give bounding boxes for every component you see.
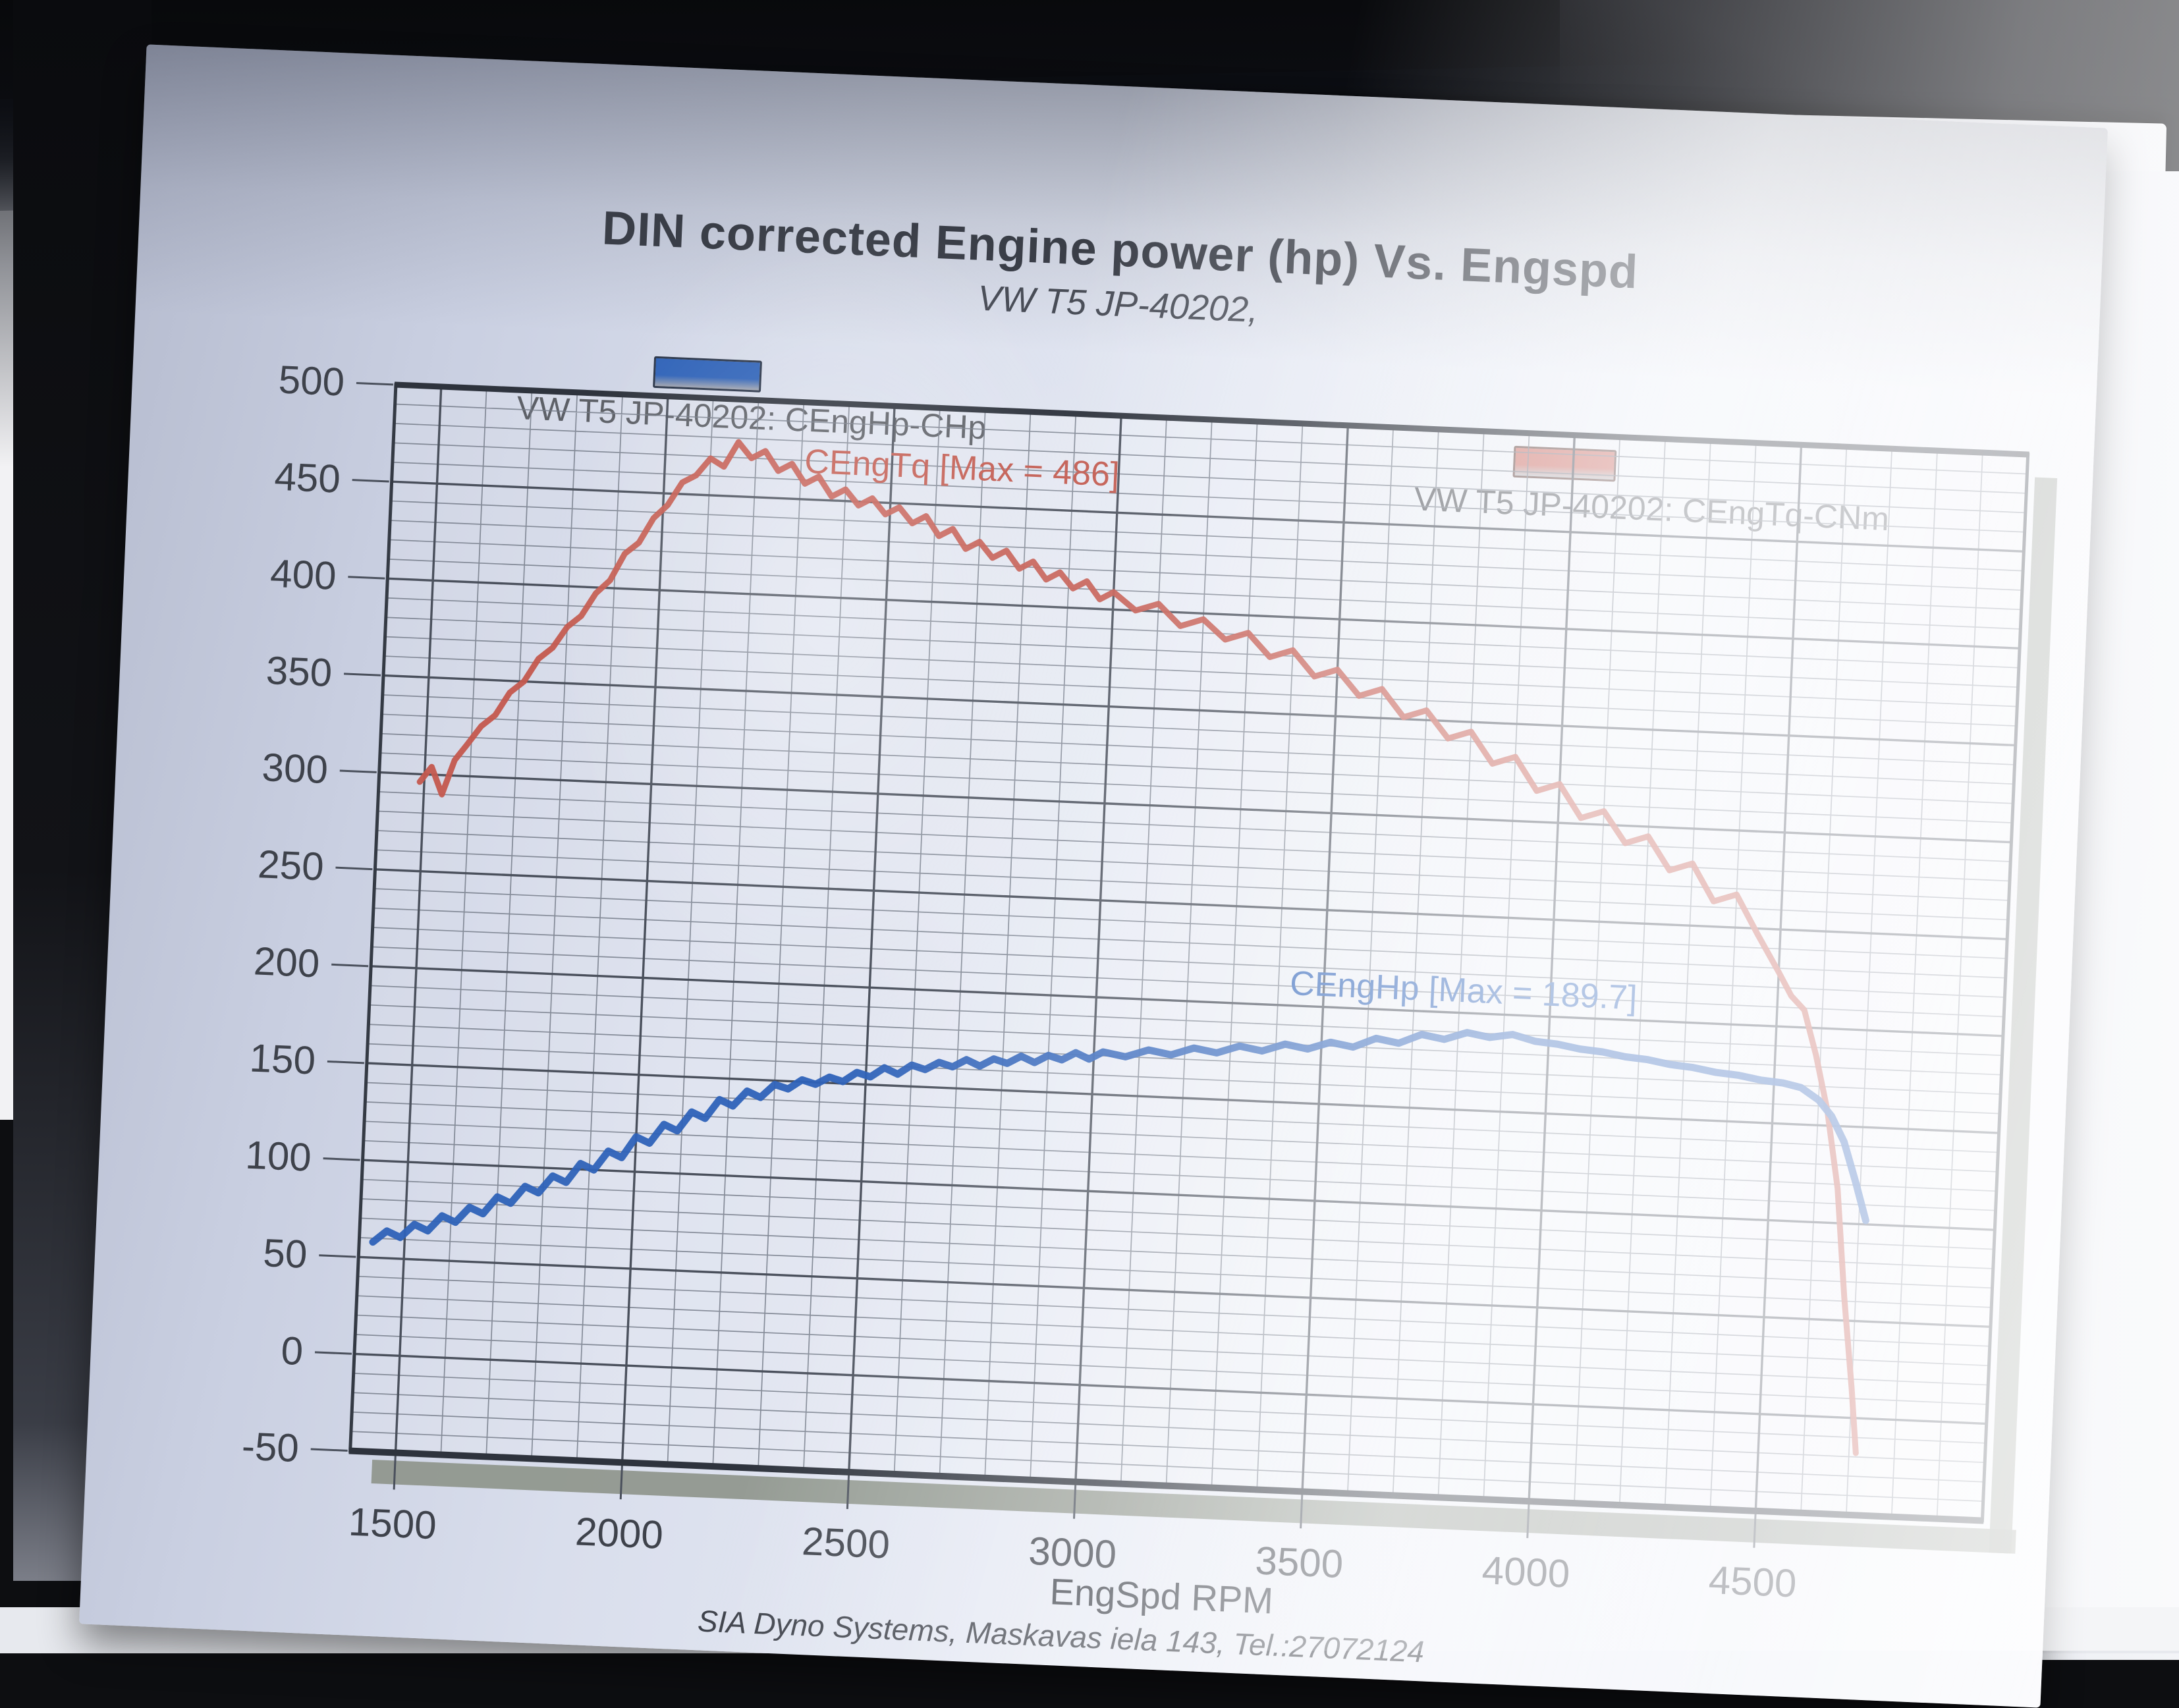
y-tick-label: 150 (248, 1035, 316, 1082)
y-tick (344, 673, 381, 676)
y-tick-label: 0 (280, 1329, 304, 1373)
y-tick-label: 450 (273, 455, 341, 501)
y-tick-label: 500 (278, 357, 346, 404)
y-tick-label: 100 (244, 1133, 312, 1180)
y-tick-label: 250 (257, 842, 325, 889)
y-tick-label: 400 (269, 551, 337, 598)
y-tick (310, 1448, 348, 1452)
y-tick (348, 576, 385, 580)
y-tick (331, 963, 369, 968)
y-tick (352, 479, 389, 483)
dyno-printout-page: DIN corrected Engine power (hp) Vs. Engs… (79, 44, 2108, 1708)
y-tick (327, 1060, 364, 1064)
y-tick (356, 381, 393, 386)
y-tick (319, 1254, 356, 1258)
y-tick (339, 769, 377, 773)
y-tick-label: 50 (262, 1230, 308, 1277)
y-tick (323, 1157, 360, 1161)
y-tick (335, 866, 373, 871)
y-tick-label: 200 (253, 939, 321, 985)
y-tick (314, 1351, 352, 1355)
y-tick-label: 300 (261, 745, 329, 792)
y-tick-label: 350 (265, 648, 333, 695)
y-tick-label: -50 (241, 1424, 300, 1471)
